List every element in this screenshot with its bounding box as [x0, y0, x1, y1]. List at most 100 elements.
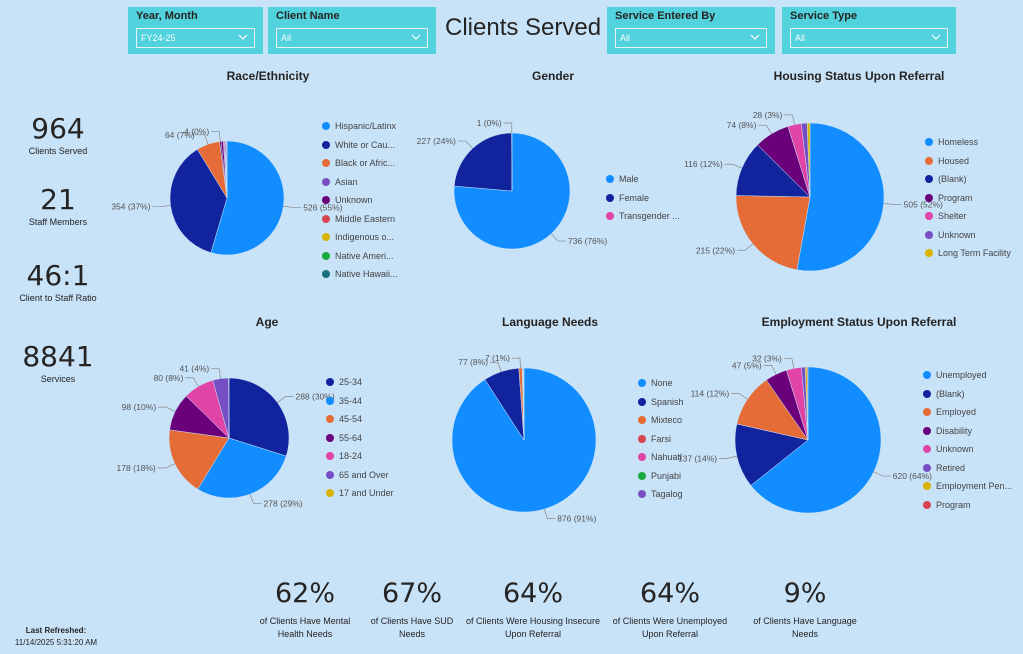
legend-label: 17 and Under: [339, 488, 394, 499]
leader-line: [211, 131, 221, 142]
pie-slice-white-or-cau[interactable]: [169, 148, 228, 253]
legend-item[interactable]: Employment Pen...: [923, 477, 1012, 496]
pie-slice--blank[interactable]: [734, 423, 809, 486]
pie-slice-housed[interactable]: [735, 195, 811, 271]
legend-item[interactable]: 25-34: [326, 373, 394, 392]
pie-slice-45-54[interactable]: [168, 429, 230, 490]
kpi-label: of Clients Have Mental Health Needs: [259, 616, 351, 639]
data-label: 1 (0%): [477, 118, 502, 128]
legend-gender: Male Female Transgender ...: [606, 170, 680, 226]
legend-label: 25-34: [339, 377, 363, 388]
data-label: 288 (30%): [295, 392, 334, 402]
slicer-year-month[interactable]: Year, Month FY24-25: [128, 7, 263, 54]
legend-item[interactable]: Unknown: [925, 226, 1011, 245]
pie-chart-age: 288 (30%) 278 (29%) 178 (18%) 98 (10%) 80 (8…: [117, 364, 335, 509]
leader-line: [731, 393, 748, 400]
legend-item[interactable]: Middle Eastern: [322, 210, 398, 229]
leader-line: [277, 396, 294, 403]
data-label: 278 (29%): [264, 499, 303, 509]
legend-housing: Homeless Housed (Blank) Program Shelter Unkno…: [925, 133, 1011, 263]
pie-slice-native-hawaii[interactable]: [226, 140, 228, 199]
legend-item[interactable]: Disability: [923, 422, 1012, 441]
legend-dot-icon: [322, 122, 330, 131]
chevron-down-icon: [750, 34, 760, 40]
slicer-service-entered-by[interactable]: Service Entered By All: [607, 7, 775, 54]
legend-item[interactable]: White or Cau...: [322, 136, 398, 155]
legend-label: (Blank): [936, 388, 965, 399]
legend-item[interactable]: (Blank): [923, 385, 1012, 404]
legend-item[interactable]: Employed: [923, 403, 1012, 422]
legend-item[interactable]: 35-44: [326, 392, 394, 411]
legend-item[interactable]: Unknown: [322, 191, 398, 210]
legend-label: Male: [619, 174, 639, 185]
legend-item[interactable]: Long Term Facility: [925, 244, 1011, 263]
pie-slice-female[interactable]: [453, 132, 513, 192]
leader-line: [783, 358, 795, 369]
legend-item[interactable]: Unknown: [923, 440, 1012, 459]
legend-item[interactable]: Male: [606, 170, 680, 189]
chevron-down-icon: [411, 34, 421, 40]
kpi-value: 67%: [381, 578, 442, 609]
legend-item[interactable]: None: [638, 374, 684, 393]
legend-item[interactable]: Nahuatl: [638, 448, 684, 467]
legend-item[interactable]: Unemployed: [923, 366, 1012, 385]
kpi-label: Services: [40, 374, 76, 384]
slicer-service-type[interactable]: Service Type All: [782, 7, 956, 54]
legend-item[interactable]: Mixteco: [638, 411, 684, 430]
leader-line: [763, 365, 777, 375]
legend-item[interactable]: 55-64: [326, 429, 394, 448]
kpi-mental-health: 62% of Clients Have Mental Health Needs: [235, 578, 375, 641]
legend-item[interactable]: 17 and Under: [326, 484, 394, 503]
chart-title-gender: Gender: [531, 69, 574, 83]
slicer-value: FY24-25: [141, 33, 176, 43]
kpi-services: 8841 Services: [0, 340, 116, 384]
legend-item[interactable]: 45-54: [326, 410, 394, 429]
slicer-dropdown[interactable]: All: [276, 28, 428, 48]
pie-slice-long-term-facility[interactable]: [806, 122, 811, 198]
legend-item[interactable]: Homeless: [925, 133, 1011, 152]
legend-item[interactable]: Spanish: [638, 393, 684, 412]
legend-item[interactable]: 18-24: [326, 447, 394, 466]
legend-item[interactable]: (Blank): [925, 170, 1011, 189]
legend-label: 35-44: [339, 395, 363, 406]
kpi-label: Clients Served: [28, 146, 88, 156]
legend-item[interactable]: Asian: [322, 173, 398, 192]
pie-slice-homeless[interactable]: [796, 122, 885, 272]
data-label: 7 (1%): [485, 353, 510, 363]
legend-dot-icon: [638, 490, 646, 499]
legend-item[interactable]: Program: [923, 496, 1012, 515]
slicer-client-name[interactable]: Client Name All: [268, 7, 436, 54]
legend-item[interactable]: Punjabi: [638, 467, 684, 486]
pie-slice-hispanic-latinx[interactable]: [210, 140, 285, 256]
legend-item[interactable]: Indigenous o...: [322, 228, 398, 247]
kpi-client-staff-ratio: 46:1 Client to Staff Ratio: [0, 259, 116, 303]
chart-title-language: Language Needs: [501, 315, 599, 329]
slicer-dropdown[interactable]: All: [615, 28, 767, 48]
legend-dot-icon: [322, 251, 330, 260]
legend-item[interactable]: Shelter: [925, 207, 1011, 226]
last-refreshed-value: 11/14/2025 5:31:20 AM: [14, 638, 98, 647]
legend-dot-icon: [606, 193, 614, 202]
legend-dot-icon: [606, 212, 614, 221]
legend-item[interactable]: Transgender ...: [606, 207, 680, 226]
legend-item[interactable]: Native Hawaii...: [322, 265, 398, 284]
slicer-dropdown[interactable]: All: [790, 28, 948, 48]
legend-label: Unknown: [938, 229, 976, 240]
legend-item[interactable]: Program: [925, 189, 1011, 208]
legend-item[interactable]: Retired: [923, 459, 1012, 478]
pie-chart-race: 526 (55%) 354 (37%) 64 (7%)4 (0%): [111, 126, 343, 256]
legend-dot-icon: [923, 445, 931, 454]
legend-item[interactable]: Native Ameri...: [322, 247, 398, 266]
pie-slice-program[interactable]: [806, 366, 809, 441]
legend-item[interactable]: Black or Afric...: [322, 154, 398, 173]
last-refreshed: Last Refreshed: 11/14/2025 5:31:20 AM: [0, 625, 112, 649]
slicer-dropdown[interactable]: FY24-25: [136, 28, 255, 48]
legend-item[interactable]: 65 and Over: [326, 466, 394, 485]
legend-item[interactable]: Tagalog: [638, 485, 684, 504]
pie-slice-male[interactable]: [453, 132, 571, 250]
legend-item[interactable]: Female: [606, 189, 680, 208]
legend-dot-icon: [326, 452, 334, 461]
legend-item[interactable]: Hispanic/Latinx: [322, 117, 398, 136]
legend-item[interactable]: Housed: [925, 152, 1011, 171]
legend-item[interactable]: Farsi: [638, 430, 684, 449]
